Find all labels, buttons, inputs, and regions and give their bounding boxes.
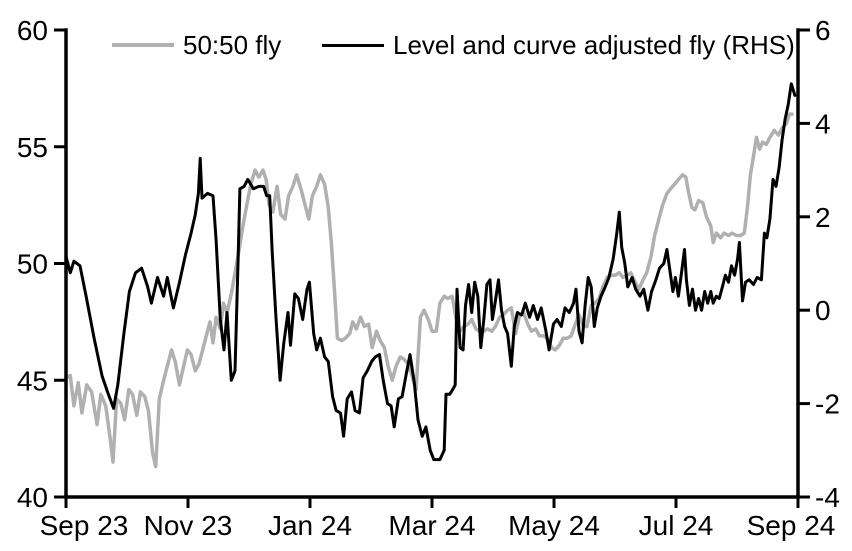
x-axis-tick-label: Jul 24 — [639, 510, 714, 541]
x-axis-tick-label: Sep 23 — [40, 510, 129, 541]
left-axis-tick-label: 45 — [17, 365, 48, 396]
right-axis-tick-label: 6 — [815, 15, 831, 46]
right-axis-tick-label: 0 — [815, 295, 831, 326]
left-axis-tick-label: 50 — [17, 249, 48, 280]
series-line-5050-fly — [64, 112, 794, 469]
right-axis-tick-label: -2 — [815, 389, 840, 420]
right-axis-tick-label: 4 — [815, 108, 831, 139]
x-axis-tick-label: Mar 24 — [388, 510, 475, 541]
left-axis-tick-label: 60 — [17, 15, 48, 46]
x-axis-tick-label: Sep 24 — [747, 510, 836, 541]
left-axis-tick-label: 55 — [17, 132, 48, 163]
right-axis-tick-label: -4 — [815, 482, 840, 513]
x-axis-tick-label: Nov 23 — [144, 510, 233, 541]
left-axis-tick-label: 40 — [17, 482, 48, 513]
right-axis-tick-label: 2 — [815, 202, 831, 233]
x-axis-tick-label: May 24 — [508, 510, 600, 541]
series-line-adjusted-fly — [64, 82, 797, 462]
x-axis-tick-label: Jan 24 — [268, 510, 352, 541]
